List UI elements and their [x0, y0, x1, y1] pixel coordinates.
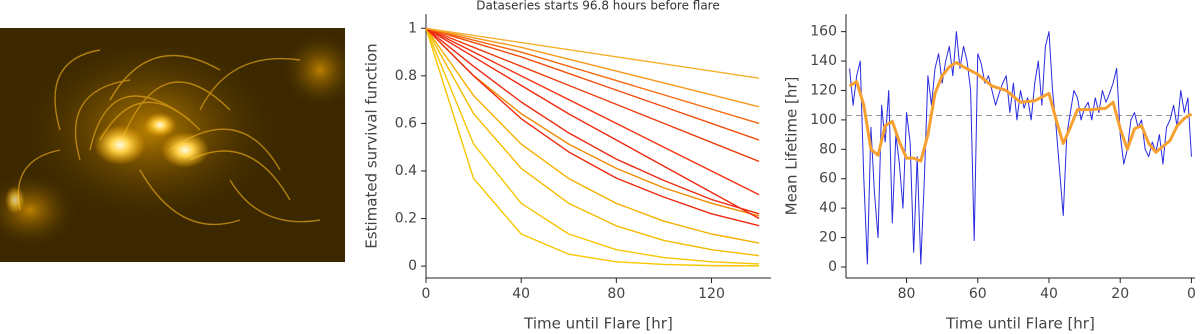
- y-tick-label: 80: [819, 141, 837, 157]
- y-tick-label: 40: [819, 200, 837, 216]
- y-tick-label: 0.4: [395, 163, 417, 179]
- x-tick-label: 0: [1187, 286, 1196, 302]
- y-tick-label: 0.6: [395, 115, 417, 131]
- x-axis-label: Time until Flare [hr]: [523, 315, 673, 333]
- series-line: [425, 27, 760, 227]
- y-tick-label: 120: [810, 82, 837, 98]
- series-line: [425, 27, 760, 257]
- series-line: [425, 27, 760, 217]
- y-tick-label: 100: [810, 112, 837, 128]
- series-line: [425, 27, 760, 244]
- y-tick-label: 140: [810, 53, 837, 69]
- y-tick-label: 0: [408, 258, 417, 274]
- x-tick-label: 0: [422, 286, 431, 302]
- x-axis-label: Time until Flare [hr]: [945, 315, 1095, 333]
- solar-image: [0, 28, 345, 262]
- series-line: [425, 27, 760, 125]
- series-line: [425, 27, 760, 220]
- x-tick-label: 60: [969, 286, 987, 302]
- x-tick-label: 20: [1111, 286, 1129, 302]
- series-line: [425, 28, 760, 267]
- series-line: [425, 27, 760, 79]
- y-tick-label: 1: [408, 20, 417, 36]
- x-tick-label: 80: [607, 286, 625, 302]
- x-tick-label: 40: [1040, 286, 1058, 302]
- y-tick-label: 0.8: [395, 68, 417, 84]
- x-tick-label: 80: [898, 286, 916, 302]
- y-axis-label: Mean Lifetime [hr]: [783, 77, 801, 216]
- series-line: [425, 27, 760, 163]
- series-line: [425, 28, 760, 265]
- y-tick-label: 60: [819, 171, 837, 187]
- y-axis-label: Estimated survival function: [363, 43, 381, 248]
- series-line: [425, 27, 760, 215]
- series-line: [425, 27, 760, 108]
- series-line: [425, 27, 760, 141]
- y-tick-label: 0.2: [395, 211, 417, 227]
- series-line: [848, 61, 1193, 163]
- x-tick-label: 40: [512, 286, 530, 302]
- series-line: [425, 27, 760, 196]
- y-tick-label: 0: [828, 259, 837, 275]
- y-tick-label: 20: [819, 230, 837, 246]
- y-tick-label: 160: [810, 24, 837, 40]
- series-line: [849, 31, 1192, 265]
- chart-title: Dataseries starts 96.8 hours before flar…: [476, 0, 720, 13]
- x-tick-label: 120: [698, 286, 725, 302]
